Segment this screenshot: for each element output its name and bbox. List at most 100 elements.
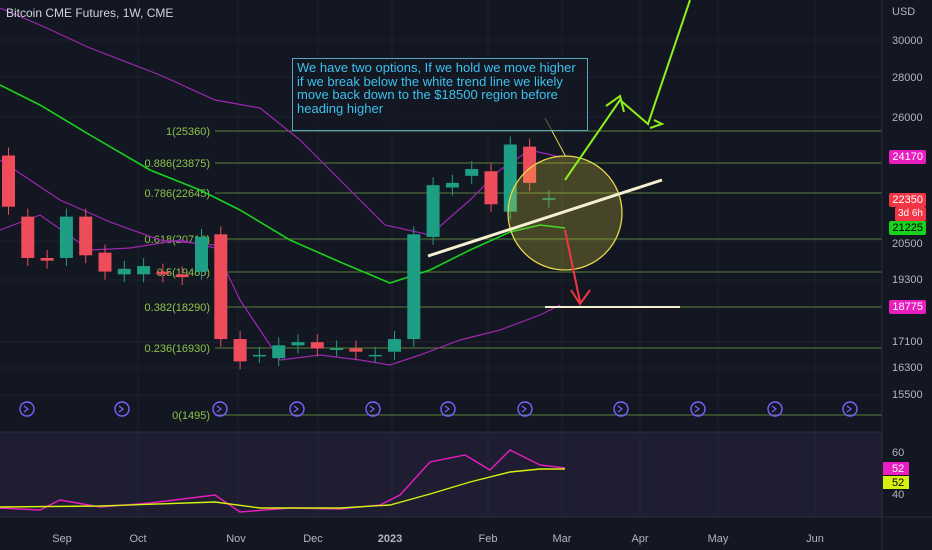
candle-body — [272, 345, 286, 359]
rsi-tick: 52 — [892, 477, 904, 489]
fib-label: 1(25360) — [166, 126, 210, 138]
event-icon — [517, 401, 533, 417]
price-axis-bg — [882, 0, 932, 550]
currency-label: USD — [892, 6, 915, 18]
event-icon — [19, 401, 35, 417]
fib-label: 0(1495) — [172, 410, 210, 422]
bull-arrowhead-2 — [649, 119, 665, 129]
event-icon — [114, 401, 130, 417]
event-icon-arrow — [694, 405, 700, 413]
candle-body — [503, 144, 517, 212]
candle-body — [175, 274, 189, 278]
candle-body — [542, 198, 556, 200]
rsi-line — [0, 449, 566, 513]
event-icon-arrow — [846, 405, 852, 413]
candle-body — [233, 339, 247, 362]
candle-body — [40, 257, 54, 261]
price-tag-ma: 21225 — [889, 221, 926, 235]
candle-body — [117, 268, 131, 275]
candle-body — [79, 216, 93, 256]
price-tick: 28000 — [892, 72, 923, 84]
fib-label: 0.886(23875) — [145, 158, 210, 170]
candle-body — [465, 168, 479, 176]
price-tick: 26000 — [892, 112, 923, 124]
fib-label: 0.786(22645) — [145, 188, 210, 200]
candle-body — [349, 348, 363, 352]
rsi-pane — [0, 431, 882, 517]
time-tick: Mar — [553, 533, 572, 545]
fib-label: 0.382(18290) — [145, 302, 210, 314]
bull-arrowhead-1 — [605, 94, 625, 113]
event-icon-arrow — [293, 405, 299, 413]
band-middle — [0, 159, 216, 246]
time-tick: Feb — [479, 533, 498, 545]
bear-arrow — [564, 229, 581, 303]
time-tick: May — [708, 533, 729, 545]
moving-average — [0, 84, 566, 284]
event-icon-arrow — [521, 405, 527, 413]
time-tick: Dec — [303, 533, 323, 545]
event-icon — [767, 401, 783, 417]
candle-body — [523, 146, 537, 183]
candle-body — [330, 348, 344, 351]
event-icon-arrow — [444, 405, 450, 413]
candle-body — [59, 216, 73, 258]
candles — [2, 136, 556, 370]
fib-label: 0.236(16930) — [145, 343, 210, 355]
candle-body — [98, 252, 112, 272]
event-icon — [289, 401, 305, 417]
time-tick: Apr — [631, 533, 648, 545]
price-tick: 30000 — [892, 35, 923, 47]
candle-body — [214, 234, 228, 340]
price-tick: 17100 — [892, 336, 923, 348]
time-tick: Oct — [129, 533, 146, 545]
rsi-ma-line — [0, 468, 565, 509]
rsi-ma-tag-bg — [883, 476, 909, 489]
price-tag-top: 24170 — [889, 150, 926, 164]
price-tick: 16300 — [892, 362, 923, 374]
candle-body — [21, 216, 35, 258]
price-tick: 15500 — [892, 389, 923, 401]
event-icon — [690, 401, 706, 417]
event-icon-arrow — [617, 405, 623, 413]
candle-body — [445, 182, 459, 188]
event-icon-arrow — [118, 405, 124, 413]
candle-body — [407, 234, 421, 340]
price-tag-last: 22350 — [889, 193, 926, 207]
bull-path-arrow — [564, 0, 691, 181]
rsi-tick: 40 — [892, 489, 904, 501]
bear-arrowhead — [570, 289, 591, 306]
rsi-tag-bg — [883, 462, 909, 475]
event-icon — [842, 401, 858, 417]
candle-body — [156, 271, 170, 275]
event-icon-arrow — [771, 405, 777, 413]
candle-body — [426, 185, 440, 237]
candle-body — [310, 342, 324, 349]
candle-body — [388, 339, 401, 352]
candle-body — [2, 155, 15, 207]
candle-body — [252, 354, 266, 357]
price-tag-countdown: 3d 6h — [894, 207, 926, 221]
rsi-tick: 52 — [892, 463, 904, 475]
event-icon — [440, 401, 456, 417]
candle-body — [368, 354, 382, 357]
time-tick: Sep — [52, 533, 72, 545]
candle-body — [291, 342, 305, 346]
candle-body — [137, 266, 151, 275]
price-tick: 20500 — [892, 238, 923, 250]
chart-title: Bitcoin CME Futures, 1W, CME — [6, 6, 174, 20]
white-trend-line — [427, 178, 663, 258]
ma-line — [0, 84, 566, 284]
time-tick: 2023 — [378, 533, 402, 545]
drawings[interactable] — [19, 0, 858, 417]
event-icon-arrow — [216, 405, 222, 413]
event-icon-arrow — [369, 405, 375, 413]
event-icon-arrow — [23, 405, 29, 413]
candle-body — [484, 171, 498, 205]
rsi-tick: 60 — [892, 447, 904, 459]
candle-body — [195, 236, 208, 272]
band-lower — [0, 214, 561, 366]
annotation-note[interactable]: We have two options, If we hold we move … — [292, 58, 588, 131]
